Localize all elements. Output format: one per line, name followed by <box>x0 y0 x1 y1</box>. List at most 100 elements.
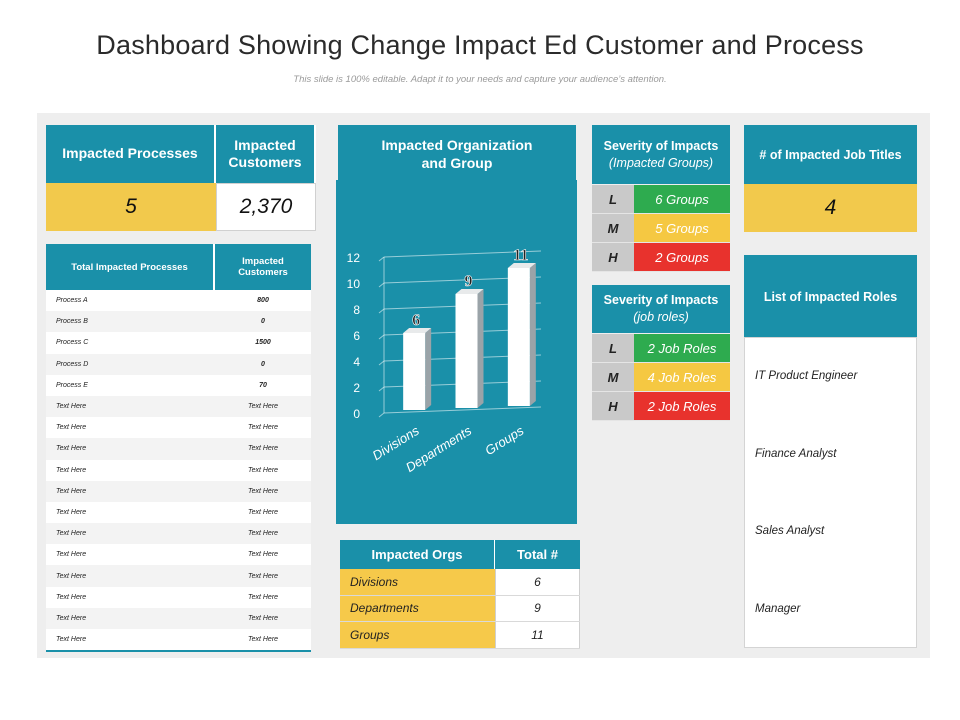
gridline-depth <box>378 412 385 418</box>
severity-level: M <box>592 214 634 243</box>
y-tick-label: 8 <box>353 303 360 317</box>
severity-value: 5 Groups <box>634 214 730 243</box>
org-chart-header-line2: and Group <box>421 155 493 171</box>
severity-groups-title: Severity of Impacts <box>603 138 719 153</box>
bar <box>507 268 530 406</box>
table-row: Text Here Text Here <box>46 459 311 481</box>
gridline-depth <box>378 334 385 340</box>
role-item: Sales Analyst <box>755 525 825 537</box>
impacted-processes-value: 5 <box>46 183 216 231</box>
table-row: Text Here Text Here <box>46 586 311 608</box>
impacted-customers-label-line2: Customers <box>228 154 302 170</box>
job-titles-header: # of Impacted Job Titles <box>744 125 917 184</box>
org-name-cell: Groups <box>340 622 495 648</box>
table-row: Departments 9 <box>340 595 580 622</box>
process-table-header-processes: Total Impacted Processes <box>46 244 215 290</box>
customers-cell: Text Here <box>247 572 279 580</box>
bar-side <box>477 289 484 408</box>
table-row: Text Here Text Here <box>46 523 311 545</box>
severity-value: 2 Job Roles <box>634 334 730 363</box>
x-tick-label: Groups <box>482 423 527 459</box>
process-name-cell: Text Here <box>56 508 87 516</box>
y-tick-label: 10 <box>347 277 361 291</box>
customers-cell: Text Here <box>247 487 279 495</box>
orgs-table: Impacted Orgs Total # Divisions 6 Departme… <box>340 540 580 649</box>
page-title: Dashboard Showing Change Impact Ed Custo… <box>96 30 864 60</box>
customers-cell: Text Here <box>247 636 279 644</box>
org-chart-header-line1: Impacted Organization <box>381 136 533 153</box>
orgs-table-header: Impacted Orgs Total # <box>340 540 580 569</box>
y-tick-label: 6 <box>353 329 360 343</box>
table-row: Process E 70 <box>46 374 311 396</box>
table-row: Text Here Text Here <box>46 565 311 587</box>
gridline-depth <box>378 360 385 366</box>
process-name-cell: Process E <box>56 381 88 389</box>
org-total-cell: 11 <box>495 622 580 648</box>
table-row: Text Here Text Here <box>46 629 311 651</box>
table-row: Text Here Text Here <box>46 607 311 629</box>
org-chart-panel: 0 2 4 6 8 10 12 6 Divisions 9 Departments 11 Groups <box>336 180 577 524</box>
bar-side <box>425 328 432 410</box>
severity-value: 2 Groups <box>634 243 730 272</box>
customers-cell: Text Here <box>247 445 279 453</box>
process-table-header: Total Impacted Processes Impacted Custom… <box>46 244 311 290</box>
customers-cell: 70 <box>259 381 267 389</box>
process-table-header-customers: Impacted Customers <box>215 244 311 290</box>
process-name-cell: Process B <box>56 318 88 326</box>
process-name-cell: Text Here <box>56 551 87 559</box>
table-row: Process C 1500 <box>46 332 311 354</box>
orgs-table-header-name: Impacted Orgs <box>340 540 495 569</box>
table-row: Divisions 6 <box>340 569 580 596</box>
y-tick-label: 12 <box>347 251 361 265</box>
process-name-cell: Text Here <box>56 487 87 495</box>
severity-roles-title: Severity of Impacts <box>603 293 719 308</box>
table-row: Text Here Text Here <box>46 480 311 502</box>
process-name-cell: Text Here <box>56 572 87 580</box>
customers-cell: Text Here <box>247 614 279 622</box>
severity-level: L <box>592 334 634 363</box>
table-row: Text Here Text Here <box>46 438 311 460</box>
gridline <box>383 406 542 414</box>
table-row: Text Here Text Here <box>46 501 311 524</box>
impacted-customers-value: 2,370 <box>216 183 316 231</box>
impacted-customers-label-line1: Impacted <box>234 136 296 153</box>
process-name-cell: Process C <box>56 339 89 347</box>
table-row: Groups 11 <box>340 622 580 649</box>
severity-roles-header: Severity of Impacts (job roles) <box>592 285 730 333</box>
process-name-cell: Text Here <box>56 424 87 432</box>
roles-list: IT Product Engineer Finance Analyst Sale… <box>744 337 917 648</box>
org-total-cell: 6 <box>495 569 580 595</box>
severity-value: 6 Groups <box>634 185 730 214</box>
process-table-bottom-rule <box>46 650 311 653</box>
severity-groups-subtitle: (Impacted Groups) <box>608 155 714 170</box>
orgs-table-body: Divisions 6 Departments 9 Groups 11 <box>340 569 580 649</box>
severity-value: 4 Job Roles <box>634 363 730 392</box>
customers-cell: Text Here <box>247 466 279 474</box>
bar-top <box>507 263 536 268</box>
bar-side <box>529 263 536 406</box>
process-name-cell: Text Here <box>56 445 87 453</box>
customers-cell: 0 <box>261 360 265 368</box>
bar-data-label: 6 <box>412 312 420 329</box>
table-row: Text Here Text Here <box>46 544 311 566</box>
gridline-depth <box>378 256 385 262</box>
customers-cell: Text Here <box>247 551 279 559</box>
customers-cell: 0 <box>261 318 265 326</box>
role-item: Finance Analyst <box>755 448 837 460</box>
bar <box>403 333 426 410</box>
table-row: Text Here Text Here <box>46 395 311 418</box>
table-row: Process D 0 <box>46 353 311 375</box>
severity-level: M <box>592 363 634 392</box>
bar-top <box>455 289 484 294</box>
gridline-depth <box>378 386 385 392</box>
process-name-cell: Text Here <box>56 466 87 474</box>
severity-level: H <box>592 243 634 272</box>
page-subtitle: This slide is 100% editable. Adapt it to… <box>293 74 667 85</box>
